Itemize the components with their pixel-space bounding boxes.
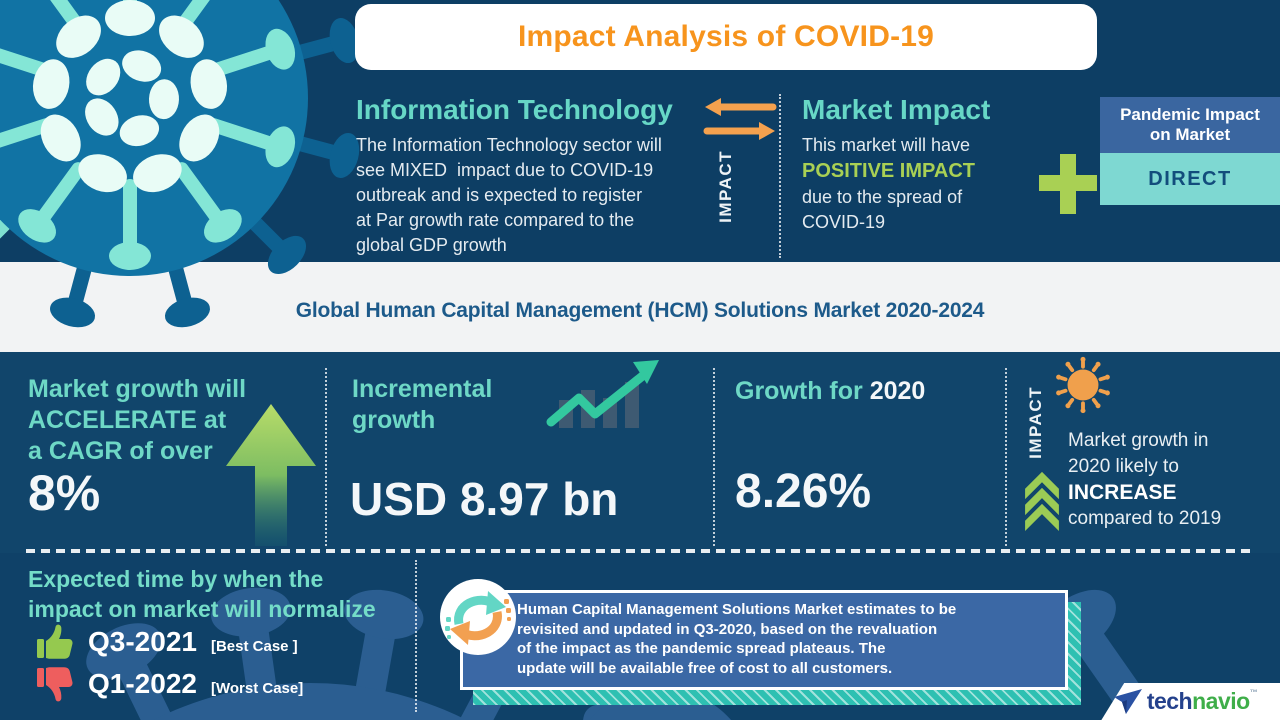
market-impact-body: This market will have POSITIVE IMPACT du… bbox=[802, 133, 975, 235]
technavio-wordmark: technavio™ bbox=[1146, 688, 1258, 715]
sector-description-line: The Information Technology sector will bbox=[356, 135, 662, 155]
brand-text-navio: navio bbox=[1192, 688, 1250, 714]
technavio-logo: technavio™ bbox=[1101, 683, 1280, 720]
thumbs-up-icon bbox=[37, 624, 73, 659]
coronavirus-illustration bbox=[0, 0, 360, 328]
up-arrow-icon bbox=[226, 404, 316, 546]
cagr-value: 8% bbox=[28, 465, 101, 521]
plus-icon bbox=[1060, 154, 1076, 214]
header-title: Impact Analysis of COVID-19 bbox=[517, 20, 935, 53]
growth-2020-label-accent: Growth for bbox=[735, 377, 863, 405]
pandemic-impact-box: Pandemic Impact on Market DIRECT bbox=[1100, 97, 1280, 205]
market-impact-heading: Market Impact bbox=[802, 94, 991, 125]
cagr-line: Market growth will bbox=[28, 375, 247, 403]
normalize-heading-line: Expected time by when the bbox=[28, 566, 324, 592]
worst-case-note: [Worst Case] bbox=[210, 679, 304, 697]
growth-2020-label-year: 2020 bbox=[869, 377, 926, 405]
note-line: update will be available free of cost to… bbox=[517, 659, 893, 677]
growth-2020-value: 8.26% bbox=[735, 465, 872, 518]
best-case-value: Q3-2021 bbox=[88, 626, 197, 657]
worst-case-value: Q1-2022 bbox=[88, 668, 197, 699]
note-box: Human Capital Management Solutions Marke… bbox=[460, 590, 1068, 690]
market-impact-line: COVID-19 bbox=[802, 212, 886, 232]
pandemic-impact-title: Pandemic Impact on Market bbox=[1100, 97, 1280, 153]
section-divider bbox=[325, 368, 327, 546]
normalize-heading-line: impact on market will normalize bbox=[28, 596, 376, 622]
cagr-line: ACCELERATE at bbox=[28, 406, 227, 434]
sector-description: The Information Technology sector will s… bbox=[356, 133, 662, 258]
horizontal-dashed-divider bbox=[26, 549, 1256, 553]
sector-description-line: global GDP growth bbox=[356, 235, 507, 255]
sector-heading: Information Technology bbox=[356, 94, 673, 125]
thumbs-down-icon bbox=[37, 667, 73, 702]
incremental-line: Incremental bbox=[352, 375, 493, 403]
outlook-line: 2020 likely to bbox=[1068, 456, 1179, 477]
left-right-arrows-icon bbox=[703, 98, 777, 140]
chevrons-up-icon bbox=[1025, 471, 1059, 532]
cagr-line: a CAGR of over bbox=[28, 437, 213, 465]
note-line: Human Capital Management Solutions Marke… bbox=[517, 601, 957, 618]
refresh-icon bbox=[440, 579, 516, 655]
best-case-note: [Best Case ] bbox=[210, 637, 298, 655]
normalize-heading: Expected time by when the impact on mark… bbox=[28, 564, 376, 624]
pandemic-impact-title-line: on Market bbox=[1149, 125, 1231, 144]
cagr-callout: Market growth will ACCELERATE at a CAGR … bbox=[28, 374, 246, 467]
impact-label-stats: IMPACT bbox=[1026, 386, 1045, 459]
impact-label-top: IMPACT bbox=[716, 150, 735, 223]
incremental-line: growth bbox=[352, 406, 436, 434]
coronavirus-icon bbox=[1056, 356, 1110, 414]
market-impact-line: This market will have bbox=[802, 135, 971, 155]
market-impact-line: due to the spread of bbox=[802, 187, 963, 207]
section-divider bbox=[713, 368, 715, 546]
growth-trend-icon bbox=[546, 360, 659, 428]
section-divider bbox=[415, 560, 417, 712]
note-line: of the impact as the pandemic spread pla… bbox=[517, 640, 886, 657]
sector-description-line: at Par growth rate compared to the bbox=[356, 210, 635, 230]
brand-trademark: ™ bbox=[1249, 688, 1258, 697]
header-banner: Impact Analysis of COVID-19 bbox=[355, 4, 1097, 70]
sector-description-line: see MIXED impact due to COVID-19 bbox=[356, 160, 654, 180]
best-case-row: Q3-2021 [Best Case ] bbox=[34, 622, 298, 662]
outlook-line: compared to 2019 bbox=[1068, 508, 1222, 529]
outlook-line: Market growth in bbox=[1068, 430, 1209, 451]
pandemic-impact-title-line: Pandemic Impact bbox=[1120, 105, 1260, 124]
brand-text-tech: tech bbox=[1146, 688, 1193, 714]
growth-2020-label: Growth for 2020 bbox=[735, 376, 925, 407]
stats-band bbox=[0, 352, 1280, 553]
market-title-band bbox=[0, 262, 1280, 352]
technavio-plane-icon bbox=[1113, 688, 1142, 714]
incremental-growth-value: USD 8.97 bn bbox=[350, 473, 619, 525]
incremental-growth-label: Incremental growth bbox=[352, 374, 492, 436]
note-line: revisited and updated in Q3-2020, based … bbox=[517, 620, 938, 638]
section-divider bbox=[779, 94, 781, 258]
outlook-highlight: INCREASE bbox=[1068, 481, 1177, 504]
outlook-text: Market growth in 2020 likely to INCREASE… bbox=[1068, 428, 1221, 532]
section-divider bbox=[1005, 368, 1007, 546]
worst-case-row: Q1-2022 [Worst Case] bbox=[34, 664, 303, 704]
market-impact-highlight: POSITIVE IMPACT bbox=[802, 160, 975, 182]
sector-description-line: outbreak and is expected to register bbox=[356, 185, 643, 205]
pandemic-impact-value: DIRECT bbox=[1100, 153, 1280, 205]
market-title: Global Human Capital Management (HCM) So… bbox=[295, 299, 985, 322]
